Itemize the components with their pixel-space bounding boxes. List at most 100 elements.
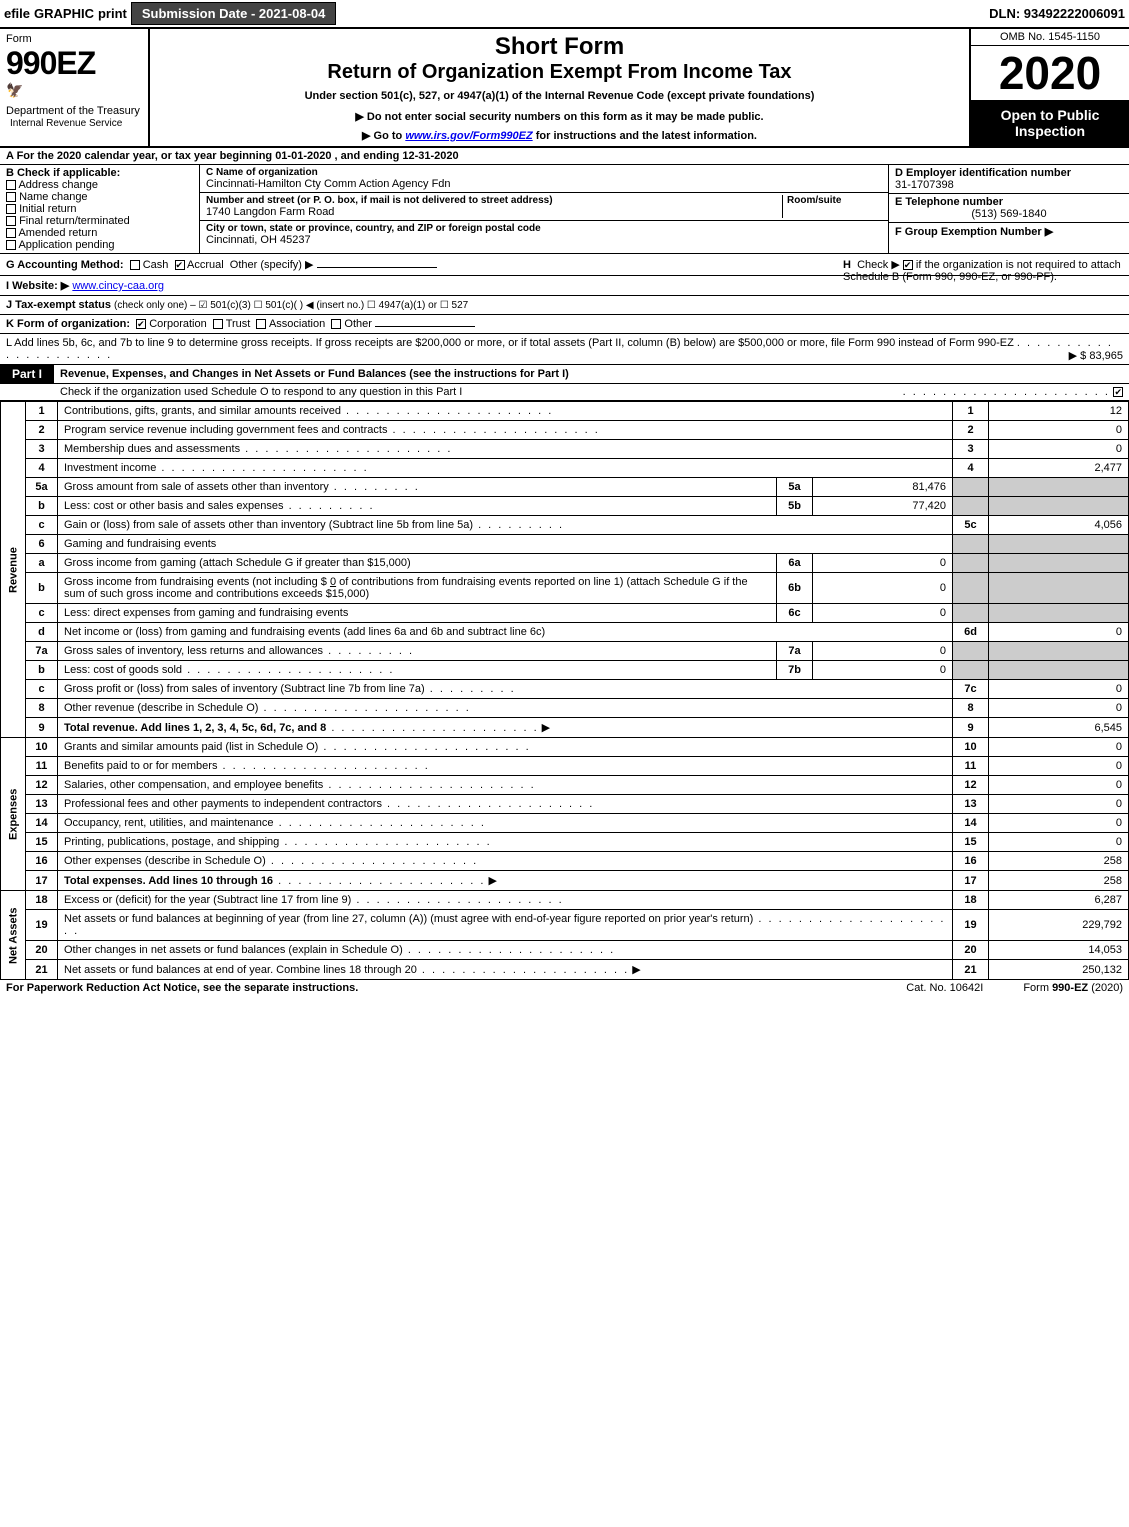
part1-lines-table: Revenue 1 Contributions, gifts, grants, … bbox=[0, 401, 1129, 980]
line-box: 20 bbox=[953, 941, 989, 960]
desc-text: Excess or (deficit) for the year (Subtra… bbox=[64, 894, 351, 906]
omb-label: OMB No. 1545-1150 bbox=[971, 29, 1129, 46]
check-accrual[interactable] bbox=[175, 260, 185, 270]
section-b-label: B Check if applicable: bbox=[6, 167, 193, 179]
check-other-org[interactable] bbox=[331, 319, 341, 329]
line-val: 4,056 bbox=[989, 516, 1129, 535]
shaded-cell bbox=[953, 642, 989, 661]
check-name-change[interactable]: Name change bbox=[6, 191, 193, 203]
check-corp[interactable] bbox=[136, 319, 146, 329]
section-b: B Check if applicable: Address change Na… bbox=[0, 165, 200, 253]
form-label: Form bbox=[6, 33, 142, 45]
room-label: Room/suite bbox=[787, 195, 882, 206]
line-num: 19 bbox=[26, 910, 58, 941]
k-label: K Form of organization: bbox=[6, 318, 130, 330]
check-o-text: Check if the organization used Schedule … bbox=[60, 386, 462, 398]
footer-right: Form 990-EZ (2020) bbox=[1023, 982, 1123, 994]
section-f: F Group Exemption Number ▶ bbox=[889, 223, 1129, 240]
check-trust[interactable] bbox=[213, 319, 223, 329]
line-desc: Printing, publications, postage, and shi… bbox=[58, 833, 953, 852]
sub-val: 0 bbox=[813, 661, 953, 680]
check-assoc[interactable] bbox=[256, 319, 266, 329]
desc-text: Printing, publications, postage, and shi… bbox=[64, 836, 279, 848]
line-desc: Grants and similar amounts paid (list in… bbox=[58, 738, 953, 757]
desc-text: Other revenue (describe in Schedule O) bbox=[64, 702, 258, 714]
line-desc: Gross sales of inventory, less returns a… bbox=[58, 642, 777, 661]
line-box: 19 bbox=[953, 910, 989, 941]
addr-label: Number and street (or P. O. box, if mail… bbox=[206, 195, 782, 206]
check-final-return[interactable]: Final return/terminated bbox=[6, 215, 193, 227]
top-bar: efile GRAPHIC print Submission Date - 20… bbox=[0, 0, 1129, 29]
shaded-cell bbox=[989, 573, 1129, 604]
line-val: 0 bbox=[989, 738, 1129, 757]
line-val: 12 bbox=[989, 402, 1129, 421]
sub-num: 7b bbox=[777, 661, 813, 680]
line-box: 10 bbox=[953, 738, 989, 757]
section-def: D Employer identification number 31-1707… bbox=[889, 165, 1129, 253]
check-amended-return[interactable]: Amended return bbox=[6, 227, 193, 239]
goto-pre: ▶ Go to bbox=[362, 130, 405, 142]
desc-text: Gain or (loss) from sale of assets other… bbox=[64, 519, 473, 531]
shaded-cell bbox=[989, 661, 1129, 680]
line-desc: Investment income bbox=[58, 459, 953, 478]
check-initial-return[interactable]: Initial return bbox=[6, 203, 193, 215]
line-desc: Other expenses (describe in Schedule O) bbox=[58, 852, 953, 871]
group-exemption-label: F Group Exemption Number ▶ bbox=[895, 226, 1053, 238]
title-box: Short Form Return of Organization Exempt… bbox=[150, 29, 969, 146]
part1-header-row: Part I Revenue, Expenses, and Changes in… bbox=[0, 365, 1129, 384]
check-cash[interactable] bbox=[130, 260, 140, 270]
graphic-label: GRAPHIC bbox=[34, 6, 94, 21]
section-a-tax-year: A For the 2020 calendar year, or tax yea… bbox=[0, 148, 1129, 165]
table-row: a Gross income from gaming (attach Sched… bbox=[1, 554, 1129, 573]
line-val: 0 bbox=[989, 757, 1129, 776]
line-desc: Benefits paid to or for members bbox=[58, 757, 953, 776]
table-row: Revenue 1 Contributions, gifts, grants, … bbox=[1, 402, 1129, 421]
check-application-pending[interactable]: Application pending bbox=[6, 239, 193, 251]
check-address-change[interactable]: Address change bbox=[6, 179, 193, 191]
corp-label: Corporation bbox=[149, 318, 206, 330]
line-desc: Gaming and fundraising events bbox=[58, 535, 953, 554]
desc-text: Benefits paid to or for members bbox=[64, 760, 217, 772]
other-org-input[interactable] bbox=[375, 326, 475, 327]
line-num: b bbox=[26, 661, 58, 680]
line-val: 229,792 bbox=[989, 910, 1129, 941]
desc-text: Salaries, other compensation, and employ… bbox=[64, 779, 323, 791]
line-num: 21 bbox=[26, 960, 58, 980]
table-row: b Gross income from fundraising events (… bbox=[1, 573, 1129, 604]
check-schedule-b[interactable] bbox=[903, 260, 913, 270]
sub-val: 0 bbox=[813, 554, 953, 573]
table-row: b Less: cost of goods sold 7b 0 bbox=[1, 661, 1129, 680]
desc-text: Investment income bbox=[64, 462, 156, 474]
addr-row: Number and street (or P. O. box, if mail… bbox=[200, 193, 888, 221]
goto-text: ▶ Go to www.irs.gov/Form990EZ for instru… bbox=[158, 129, 961, 142]
table-row: d Net income or (loss) from gaming and f… bbox=[1, 623, 1129, 642]
h-pre: Check ▶ bbox=[857, 259, 903, 271]
line-box: 7c bbox=[953, 680, 989, 699]
sub-val: 81,476 bbox=[813, 478, 953, 497]
submission-date-button[interactable]: Submission Date - 2021-08-04 bbox=[131, 2, 337, 25]
table-row: 11 Benefits paid to or for members 11 0 bbox=[1, 757, 1129, 776]
dln-label: DLN: 93492222006091 bbox=[989, 6, 1125, 21]
revenue-side-label: Revenue bbox=[1, 402, 26, 738]
line-desc: Contributions, gifts, grants, and simila… bbox=[58, 402, 953, 421]
line-num: 10 bbox=[26, 738, 58, 757]
section-j: J Tax-exempt status (check only one) – ☑… bbox=[0, 296, 1129, 315]
website-link[interactable]: www.cincy-caa.org bbox=[72, 280, 164, 292]
table-row: c Gross profit or (loss) from sales of i… bbox=[1, 680, 1129, 699]
line-box: 2 bbox=[953, 421, 989, 440]
check-schedule-o-part1[interactable] bbox=[1113, 387, 1123, 397]
shaded-cell bbox=[989, 642, 1129, 661]
other-specify-input[interactable] bbox=[317, 267, 437, 268]
application-pending-label: Application pending bbox=[18, 239, 114, 251]
goto-link[interactable]: www.irs.gov/Form990EZ bbox=[405, 130, 532, 142]
line-desc: Excess or (deficit) for the year (Subtra… bbox=[58, 891, 953, 910]
section-k: K Form of organization: Corporation Trus… bbox=[0, 315, 1129, 334]
table-row: 19 Net assets or fund balances at beginn… bbox=[1, 910, 1129, 941]
sub-val: 0 bbox=[813, 642, 953, 661]
print-link[interactable]: print bbox=[98, 6, 127, 21]
table-row: Expenses 10 Grants and similar amounts p… bbox=[1, 738, 1129, 757]
line-val: 0 bbox=[989, 814, 1129, 833]
desc-pre: Gross income from fundraising events (no… bbox=[64, 576, 330, 588]
line-box: 15 bbox=[953, 833, 989, 852]
line-num: d bbox=[26, 623, 58, 642]
